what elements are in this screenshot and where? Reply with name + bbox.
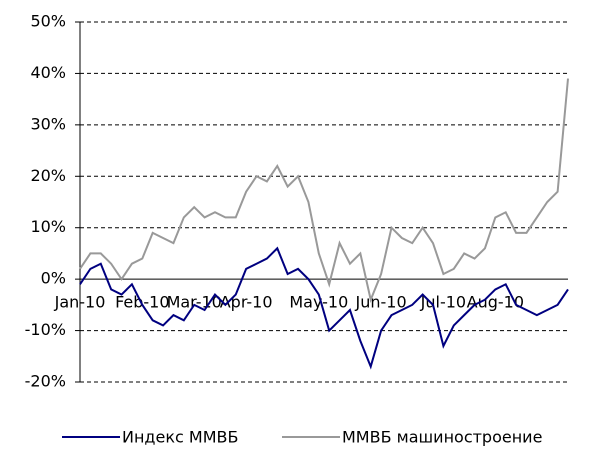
x-tick-label: Jan-10 xyxy=(54,293,106,312)
x-tick-label: Aug-10 xyxy=(467,293,524,312)
y-tick-label: 50% xyxy=(30,12,66,31)
legend-label: Индекс ММВБ xyxy=(122,428,238,447)
y-tick-label: -20% xyxy=(25,372,66,391)
y-tick-label: -10% xyxy=(25,320,66,339)
y-tick-label: 10% xyxy=(30,217,66,236)
y-tick-label: 0% xyxy=(41,269,66,288)
y-tick-label: 20% xyxy=(30,166,66,185)
x-tick-label: Feb-10 xyxy=(115,293,169,312)
series-line xyxy=(79,246,569,370)
x-tick-label: Jun-10 xyxy=(355,293,407,312)
y-tick-label: 30% xyxy=(30,114,66,133)
x-tick-label: Jul-10 xyxy=(420,293,466,312)
x-tick-label: Mar-10 xyxy=(167,293,222,312)
series-line xyxy=(79,78,569,304)
y-tick-label: 40% xyxy=(30,63,66,82)
legend-label: ММВБ машиностроение xyxy=(342,428,542,447)
x-tick-label: May-10 xyxy=(289,293,348,312)
